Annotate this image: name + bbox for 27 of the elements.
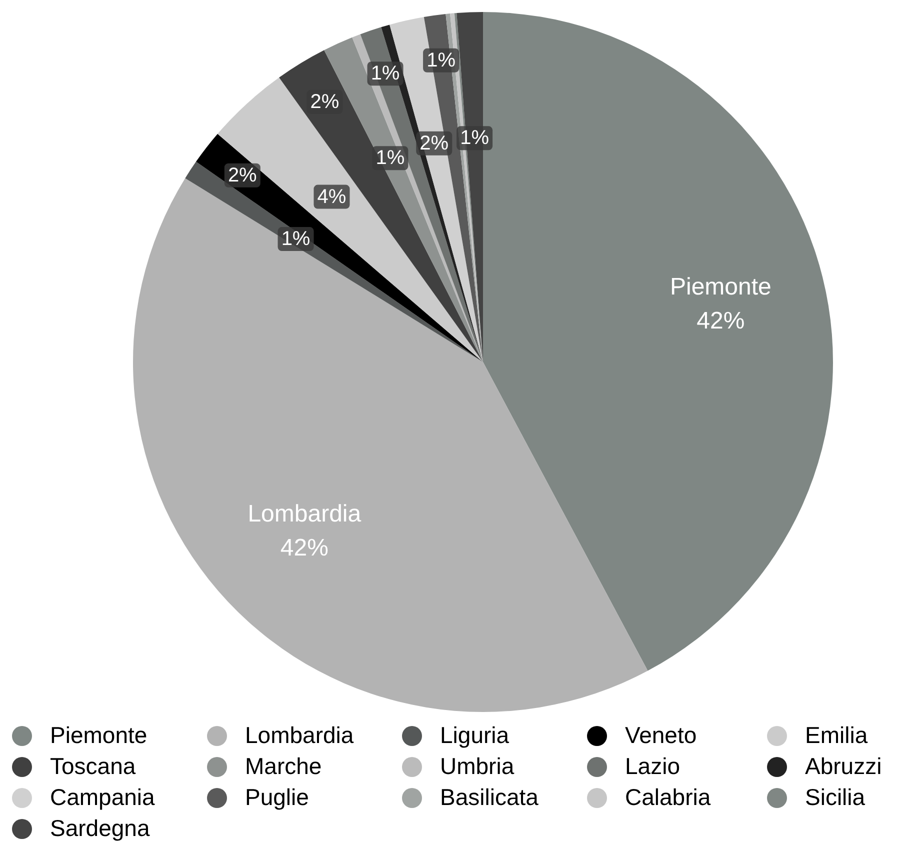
legend-label: Toscana (50, 753, 136, 780)
legend-label: Abruzzi (805, 753, 882, 780)
data-label: 1% (460, 127, 490, 150)
legend-label: Piemonte (50, 722, 148, 749)
data-label: 1% (281, 228, 310, 250)
data-label: 1% (376, 147, 405, 170)
data-label: Lombardia 42% (248, 500, 362, 562)
legend-label: Sardegna (50, 815, 150, 842)
legend-label: Liguria (440, 722, 510, 749)
legend-label: Campania (50, 784, 155, 811)
data-label: 2% (228, 164, 258, 186)
legend-label: Umbria (440, 753, 514, 780)
data-label: Piemonte 42% (670, 273, 772, 334)
data-label: 1% (426, 49, 456, 72)
legend-label: Lazio (625, 753, 680, 780)
data-label: 1% (370, 62, 400, 85)
legend-label: Veneto (625, 722, 697, 749)
legend-label: Emilia (805, 722, 868, 749)
data-label: 2% (420, 132, 449, 154)
legend-label: Calabria (625, 784, 711, 811)
data-label: 4% (317, 186, 346, 208)
legend-label: Marche (245, 753, 322, 780)
legend-label: Basilicata (440, 784, 538, 811)
data-label: 2% (310, 90, 340, 113)
legend-label: Lombardia (245, 722, 354, 749)
legend-label: Puglie (245, 784, 309, 811)
legend-label: Sicilia (805, 784, 866, 811)
